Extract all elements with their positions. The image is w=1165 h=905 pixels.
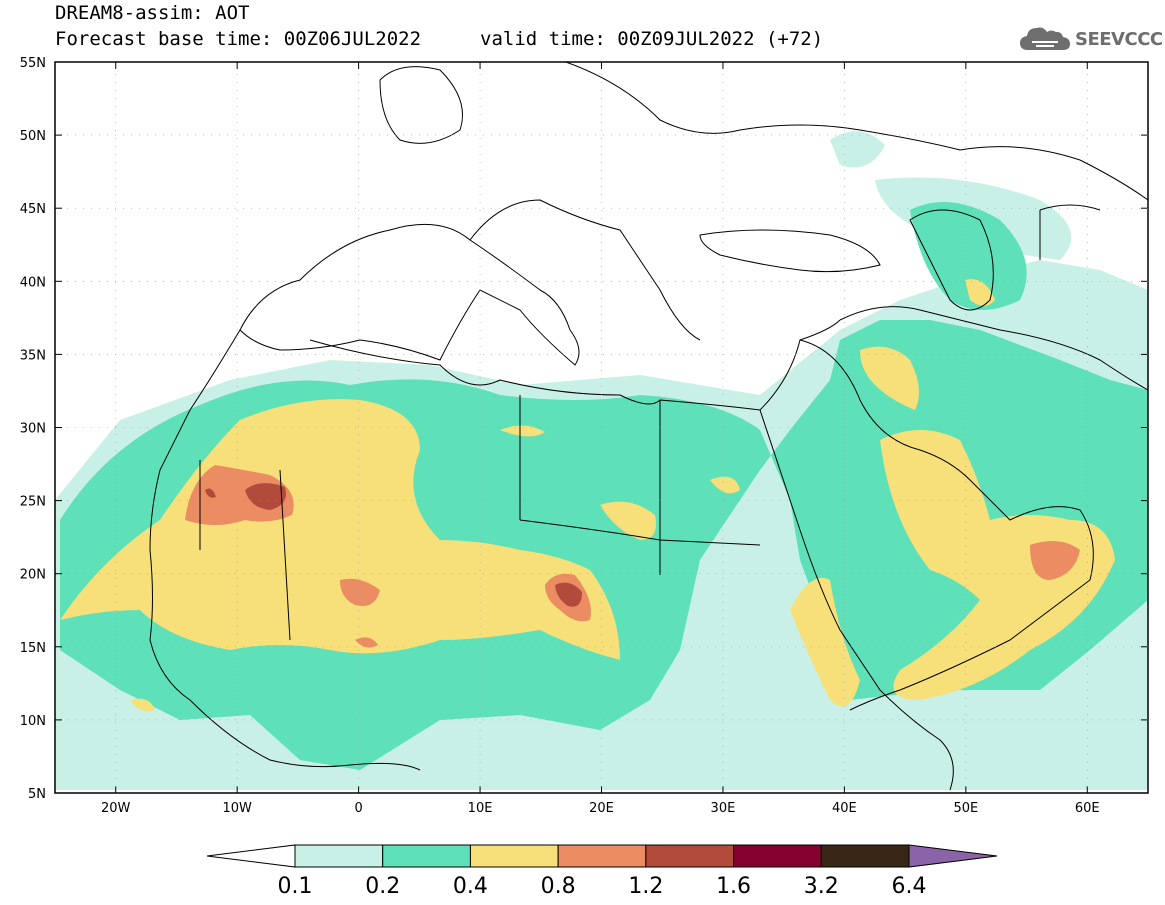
- lon-label: 50E: [953, 801, 978, 816]
- lon-axis: 20W 10W 0 10E 20E 30E 40E 50E 60E: [101, 62, 1100, 816]
- colorbar-over-arrow: [908, 844, 998, 868]
- colorbar-label: 6.4: [892, 874, 927, 899]
- colorbar-under-arrow: [206, 844, 296, 868]
- colorbar-box: [382, 844, 471, 868]
- lat-label: 35N: [20, 348, 46, 363]
- lon-label: 20W: [101, 801, 131, 816]
- lat-label: 25N: [20, 495, 46, 510]
- colorbar-box: [469, 844, 559, 868]
- seevccc-logo: SEEVCCC: [1018, 24, 1163, 54]
- colorbar-box: [645, 844, 735, 868]
- colorbar-box: [733, 844, 822, 868]
- colorbar-label: 1.6: [716, 874, 751, 899]
- lon-label: 60E: [1075, 801, 1100, 816]
- lon-label: 40E: [832, 801, 857, 816]
- colorbar-label: 0.2: [365, 874, 400, 899]
- colorbar-box: [294, 844, 384, 868]
- map-title: DREAM8-assim: AOT: [55, 2, 250, 24]
- lon-label: 0: [354, 801, 362, 816]
- lat-label: 5N: [28, 787, 46, 802]
- colorbar-label: 0.8: [541, 874, 576, 899]
- lon-label: 30E: [711, 801, 736, 816]
- lat-label: 55N: [20, 56, 46, 71]
- lat-axis: 55N 50N 45N 40N 35N 30N 25N 20N 15N 10N 5N: [20, 56, 1148, 802]
- forecast-base-time: Forecast base time: 00Z06JUL2022: [55, 28, 422, 50]
- colorbar: 0.1 0.2 0.4 0.8 1.2 1.6 3.2 6.4: [206, 844, 998, 899]
- lat-label: 30N: [20, 422, 46, 437]
- lat-label: 20N: [20, 568, 46, 583]
- lat-label: 50N: [20, 129, 46, 144]
- colorbar-box: [557, 844, 647, 868]
- lat-label: 40N: [20, 275, 46, 290]
- lon-label: 10E: [468, 801, 493, 816]
- valid-time: valid time: 00Z09JUL2022 (+72): [480, 28, 824, 50]
- lon-label: 20E: [589, 801, 614, 816]
- lat-label: 10N: [20, 714, 46, 729]
- colorbar-label: 1.2: [628, 874, 663, 899]
- aot-field: [55, 131, 1148, 790]
- lon-label: 10W: [222, 801, 252, 816]
- colorbar-label: 3.2: [804, 874, 839, 899]
- lat-label: 15N: [20, 641, 46, 656]
- colorbar-box: [820, 844, 910, 868]
- colorbar-label: 0.1: [278, 874, 313, 899]
- colorbar-label: 0.4: [453, 874, 488, 899]
- lat-label: 45N: [20, 202, 46, 217]
- coastlines: [149, 62, 1148, 791]
- cloud-icon: [1020, 27, 1070, 50]
- logo-text: SEEVCCC: [1075, 28, 1163, 50]
